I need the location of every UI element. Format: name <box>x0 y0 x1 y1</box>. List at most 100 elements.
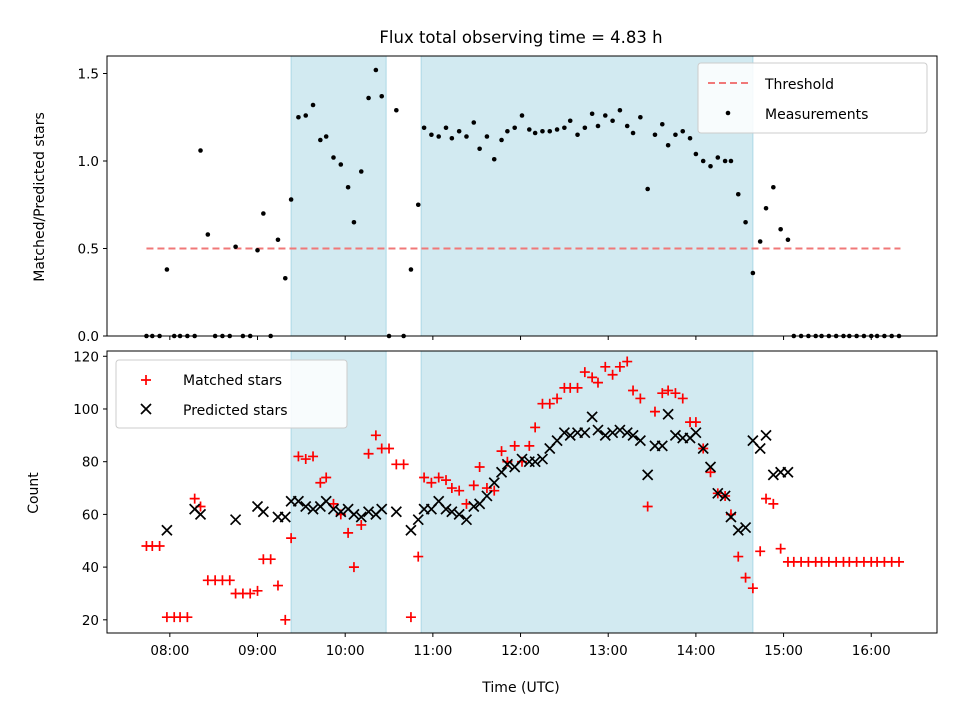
measurement-point <box>722 158 728 164</box>
matched-star-marker <box>356 519 367 530</box>
matched-star-marker <box>755 546 766 557</box>
predicted-star-marker <box>592 424 604 436</box>
measurement-point <box>771 184 776 190</box>
measurement-point <box>429 132 434 138</box>
predicted-star-marker <box>362 506 375 518</box>
matched-star-marker <box>579 367 590 378</box>
matched-star-marker <box>552 393 563 404</box>
bottom-y-ticks: 20 40 60 80 100 120 <box>73 349 107 629</box>
measurement-point <box>735 191 741 197</box>
matched-star-marker <box>509 440 520 451</box>
matched-star-marker <box>677 393 688 404</box>
predicted-star-marker <box>529 456 541 468</box>
predicted-star-marker <box>642 469 654 481</box>
matched-star-marker <box>649 406 660 417</box>
predicted-stars-points <box>161 408 794 536</box>
predicted-star-marker <box>579 427 591 439</box>
measurement-point <box>449 135 455 141</box>
measurement-point <box>456 128 462 134</box>
predicted-star-marker <box>468 500 480 513</box>
matched-star-marker <box>657 388 668 399</box>
matched-star-marker <box>628 385 639 396</box>
matched-star-marker <box>468 480 479 491</box>
x-tick-label: 16:00 <box>852 643 891 659</box>
matched-star-marker <box>280 614 291 625</box>
matched-star-marker <box>740 572 751 583</box>
matched-star-marker <box>308 451 319 462</box>
measurement-point <box>275 237 281 243</box>
matched-star-marker <box>496 446 507 457</box>
matched-star-marker <box>328 498 339 509</box>
measurement-point <box>331 155 336 160</box>
matched-star-marker <box>622 356 633 367</box>
measurement-point <box>610 118 615 124</box>
matched-star-marker <box>489 485 500 496</box>
matched-star-marker <box>446 483 457 494</box>
predicted-star-marker <box>257 506 269 518</box>
predicted-star-marker <box>536 453 549 465</box>
matched-star-marker <box>419 472 430 483</box>
measurement-point <box>408 267 414 272</box>
measurement-point <box>665 142 671 148</box>
predicted-star-marker <box>725 511 737 523</box>
matched-star-marker <box>592 377 603 388</box>
measurement-point <box>345 184 351 190</box>
measurement-point <box>693 151 699 157</box>
matched-star-marker <box>614 361 625 372</box>
predicted-star-marker <box>767 469 779 481</box>
measurement-point <box>554 127 560 132</box>
matched-star-marker <box>154 541 165 552</box>
predicted-star-marker <box>669 429 682 441</box>
measurement-point <box>652 132 658 138</box>
matched-star-marker <box>272 580 283 591</box>
legend-matched-swatch <box>141 375 151 385</box>
matched-star-marker <box>705 467 716 478</box>
measurement-point <box>645 186 650 192</box>
measurement-point <box>624 123 630 129</box>
matched-star-marker <box>384 443 395 454</box>
top-panel: 0.0 0.5 1.0 1.5 Threshold Measurements <box>78 55 938 345</box>
measurement-point <box>484 134 490 139</box>
bottom-panel: 20 40 60 80 100 120 08:00 09:00 10:00 11:00 12:00… <box>73 349 938 659</box>
measurement-point <box>750 270 756 276</box>
predicted-star-marker <box>656 440 668 452</box>
y-tick-label: 1.0 <box>78 154 99 170</box>
measurement-point <box>471 120 477 125</box>
matched-star-marker <box>690 417 701 428</box>
measurement-point <box>366 95 371 101</box>
measurement-point <box>700 158 706 164</box>
measurement-point <box>763 205 769 211</box>
predicted-star-marker <box>586 411 598 423</box>
measurement-point <box>708 163 713 169</box>
y-tick-label: 60 <box>82 507 99 523</box>
measurement-point <box>443 125 449 131</box>
predicted-star-marker <box>662 408 674 420</box>
measurement-point <box>512 125 517 131</box>
matched-star-marker <box>607 369 618 380</box>
matched-star-marker <box>572 382 583 393</box>
matched-star-marker <box>642 501 653 512</box>
predicted-star-marker <box>453 508 465 521</box>
legend-box <box>697 62 928 134</box>
predicted-star-marker <box>704 461 717 473</box>
chart-title: Flux total observing time = 4.83 h <box>379 28 662 47</box>
matched-star-marker <box>747 583 758 594</box>
measurement-point <box>477 146 482 152</box>
measurement-point <box>630 130 636 136</box>
measurement-point <box>575 132 580 138</box>
matched-star-marker <box>348 562 359 573</box>
measurement-point <box>547 128 553 134</box>
predicted-star-marker <box>712 487 724 499</box>
predicted-star-marker <box>161 524 173 536</box>
predicted-star-marker <box>292 495 305 507</box>
y-tick-label: 80 <box>82 455 99 471</box>
predicted-star-marker <box>412 514 424 526</box>
bottom-axes-frame <box>106 350 938 634</box>
predicted-star-marker <box>719 490 731 502</box>
matched-star-marker <box>663 385 674 396</box>
measurement-point <box>687 135 693 141</box>
predicted-star-marker <box>516 453 528 465</box>
predicted-star-marker <box>446 506 458 518</box>
predicted-star-marker <box>229 514 242 526</box>
matched-star-marker <box>635 393 646 404</box>
